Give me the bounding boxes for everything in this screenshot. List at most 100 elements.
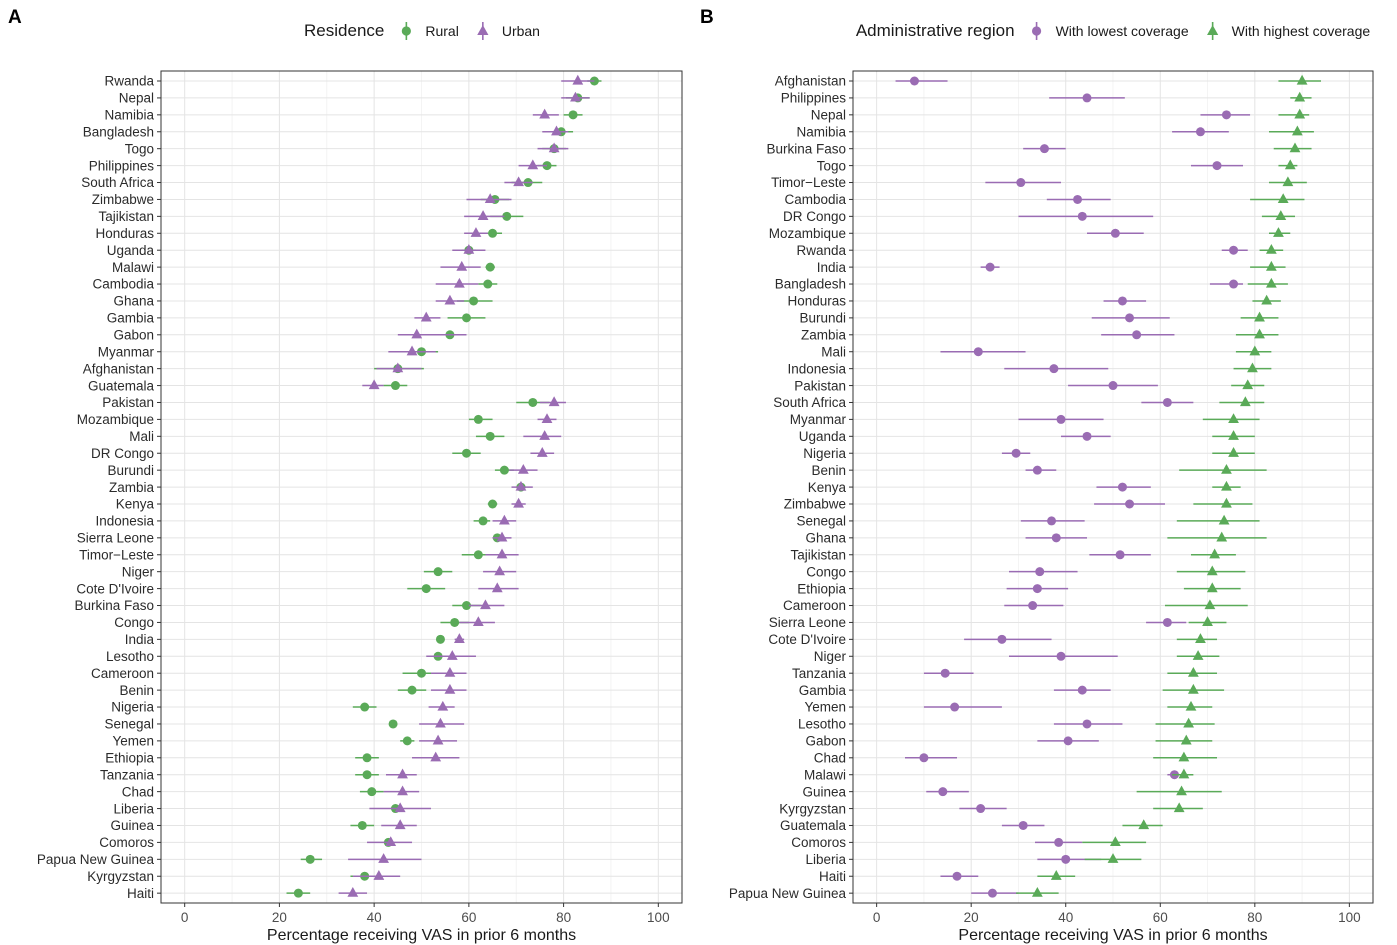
point-bangladesh [551,125,562,136]
y-tick-label-rwanda: Rwanda [104,74,154,89]
y-tick-label-uganda: Uganda [107,243,155,258]
point-nepal [1294,108,1306,119]
legend-item-with-highest-coverage: With highest coverage [1207,22,1370,40]
point-nigeria [1011,448,1021,458]
point-uganda [1082,431,1092,441]
x-tick-label: 40 [367,910,382,925]
point-liberia [1107,853,1119,863]
y-tick-label-ethiopia: Ethiopia [797,581,846,596]
point-papua-new-guinea [987,888,997,898]
x-tick-label: 60 [461,910,476,925]
point-benin [407,685,417,695]
point-ethiopia [430,751,442,762]
y-tick-label-timor-leste: Timor−Leste [79,547,154,562]
point-haiti [1050,870,1062,880]
y-tick-label-liberia: Liberia [113,801,154,816]
y-tick-label-philippines: Philippines [89,158,155,173]
point-guinea [394,819,406,830]
point-haiti [293,888,303,898]
y-tick-label-benin: Benin [811,463,846,478]
point-tanzania [940,668,950,678]
y-tick-label-timor-leste: Timor−Leste [771,175,846,190]
y-tick-label-lesotho: Lesotho [106,649,154,664]
y-tick-label-ghana: Ghana [805,531,846,546]
point-yemen [950,702,960,712]
y-tick-label-namibia: Namibia [796,124,846,139]
y-tick-label-myanmar: Myanmar [790,412,847,427]
x-axis-title: Percentage receiving VAS in prior 6 mont… [958,927,1267,944]
point-kyrgyzstan [373,870,385,880]
point-indonesia [498,514,510,525]
point-lesotho [446,650,458,660]
point-congo [1035,567,1045,577]
x-tick-label: 0 [181,910,189,925]
y-tick-label-kenya: Kenya [116,497,155,512]
point-zambia [1254,328,1265,339]
point-kenya [488,499,498,509]
point-togo [548,142,560,153]
point-zambia [1132,330,1142,340]
point-cambodia [1277,193,1289,204]
y-tick-label-sierra-leone: Sierra Leone [769,615,846,630]
y-tick-label-south-africa: South Africa [81,175,154,190]
point-nigeria [1228,447,1239,457]
point-myanmar [1056,414,1066,424]
legend-label: Rural [425,23,458,39]
point-philippines [1294,91,1306,102]
point-papua-new-guinea [1031,886,1043,897]
y-tick-label-honduras: Honduras [95,226,154,241]
y-tick-label-india: India [125,632,155,647]
point-rwanda [1229,245,1239,255]
y-tick-label-ghana: Ghana [113,294,154,309]
legend-key-circle [401,26,411,36]
y-tick-label-guatemala: Guatemala [780,818,847,833]
panel-letter: A [8,7,22,28]
panel-a: A Residence Rural Urban Rwanda Nepal NamibiaBa… [8,7,683,944]
y-tick-label-papua-new-guinea: Papua New Guinea [729,886,847,901]
y-tick-label-cameroon: Cameroon [783,598,846,613]
y-tick-label-uganda: Uganda [799,429,847,444]
point-ethiopia [1032,584,1042,594]
y-tick-label-myanmar: Myanmar [98,344,155,359]
point-zimbabwe [1221,497,1232,508]
point-afghanistan [392,362,404,373]
y-tick-label-papua-new-guinea: Papua New Guinea [37,852,155,867]
point-south-africa [513,176,524,187]
legend-item-with-lowest-coverage: With lowest coverage [1031,22,1189,40]
y-tick-label-gambia: Gambia [799,683,847,698]
y-tick-label-haiti: Haiti [819,869,846,884]
y-tick-label-guatemala: Guatemala [88,378,155,393]
point-south-africa [1162,397,1172,407]
y-tick-label-kyrgyzstan: Kyrgyzstan [87,869,154,884]
y-tick-label-dr-congo: DR Congo [783,209,846,224]
y-tick-label-india: India [817,260,847,275]
point-papua-new-guinea [378,853,390,863]
point-kyrgyzstan [1173,802,1185,813]
point-burkina-faso [1039,144,1049,154]
point-papua-new-guinea [305,854,315,864]
point-nigeria [437,700,449,711]
point-timor-leste [473,550,483,560]
point-cote-d-ivoire [421,584,431,594]
point-ethiopia [362,753,372,763]
y-tick-label-zambia: Zambia [109,480,155,495]
point-burundi [1254,311,1265,322]
point-tanzania [397,768,408,779]
point-benin [1032,465,1042,475]
legend-label: With highest coverage [1232,23,1371,39]
y-tick-label-cote-d-ivoire: Cote D'Ivoire [76,581,154,596]
point-ghana [1051,533,1061,543]
point-niger [1192,650,1204,660]
point-dr-congo [1275,210,1287,220]
point-liberia [1061,854,1071,864]
y-tick-label-chad: Chad [814,751,846,766]
y-tick-label-zimbabwe: Zimbabwe [92,192,154,207]
point-honduras [1261,294,1273,305]
point-namibia [568,110,578,120]
point-tajikistan [502,211,512,221]
point-benin [1221,463,1232,474]
y-tick-label-congo: Congo [114,615,154,630]
y-tick-label-tanzania: Tanzania [100,767,155,782]
